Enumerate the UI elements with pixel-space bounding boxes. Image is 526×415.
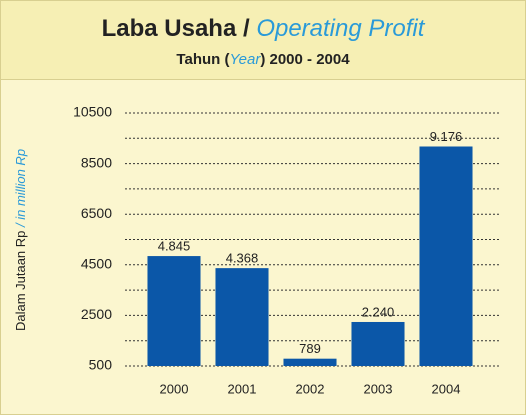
x-tick-label: 2002 [296, 381, 325, 396]
y-axis-label: Dalam Jutaan Rp / in million Rp [13, 149, 28, 331]
x-tick-label: 2001 [228, 381, 257, 396]
bar [147, 256, 201, 366]
y-tick-label: 4500 [81, 256, 112, 272]
title-english: Operating Profit [256, 15, 425, 42]
data-label: 4.368 [226, 251, 259, 266]
y-tick-label: 6500 [81, 205, 112, 221]
ylabel-english: / in million Rp [13, 149, 28, 231]
title-band [0, 0, 526, 80]
data-label: 789 [299, 341, 321, 356]
subtitle-a: Tahun ( [176, 51, 229, 68]
subtitle-english: Year [229, 51, 261, 68]
x-tick-label: 2000 [160, 381, 189, 396]
chart-title: Laba Usaha / Operating Profit [102, 15, 426, 42]
bar [215, 268, 269, 366]
data-label: 9.176 [430, 129, 463, 144]
chart-subtitle: Tahun (Year) 2000 - 2004 [176, 51, 350, 68]
ylabel-main: Dalam Jutaan Rp [13, 231, 28, 331]
data-label: 2.240 [362, 304, 395, 319]
y-tick-label: 500 [89, 357, 113, 373]
y-tick-label: 10500 [73, 104, 112, 120]
bar [351, 321, 405, 366]
y-tick-label: 8500 [81, 154, 112, 170]
subtitle-b: ) 2000 - 2004 [260, 51, 350, 68]
bar [419, 146, 473, 366]
title-main: Laba Usaha / [102, 15, 257, 42]
y-tick-label: 2500 [81, 306, 112, 322]
x-tick-label: 2003 [364, 381, 393, 396]
data-label: 4.845 [158, 239, 191, 254]
bar [283, 358, 337, 366]
x-tick-label: 2004 [432, 381, 461, 396]
